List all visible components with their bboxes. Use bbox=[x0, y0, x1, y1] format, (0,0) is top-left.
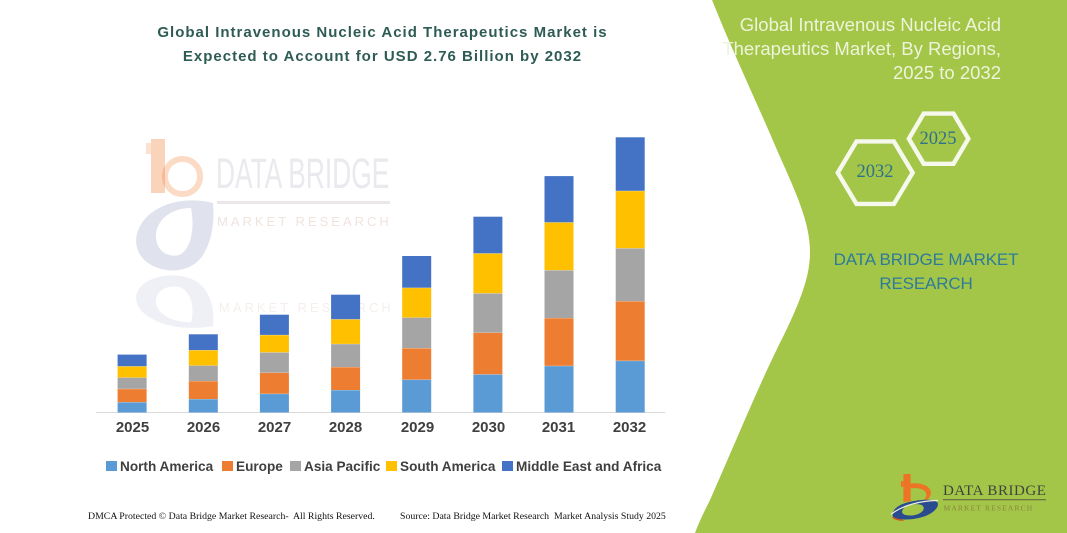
svg-text:MARKET RESEARCH: MARKET RESEARCH bbox=[944, 504, 1034, 513]
svg-text:DATA BRIDGE: DATA BRIDGE bbox=[943, 483, 1047, 499]
